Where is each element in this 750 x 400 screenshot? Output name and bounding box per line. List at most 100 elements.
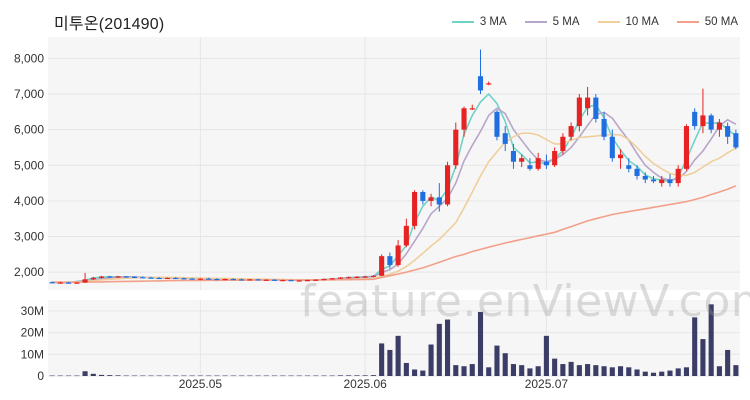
volume-bar <box>692 317 698 376</box>
legend-label: 10 MA <box>625 16 659 28</box>
candle-body <box>288 280 294 282</box>
volume-bar <box>329 375 335 377</box>
candle-body <box>164 277 171 280</box>
candle-body <box>700 115 706 127</box>
volume-bar <box>321 375 327 377</box>
volume-bar <box>617 366 624 376</box>
candle-body <box>107 276 113 278</box>
volume-bar <box>230 375 236 377</box>
watermark: feature.enViewV.com <box>300 276 750 327</box>
candle-body <box>420 192 426 201</box>
volume-bar <box>115 375 121 376</box>
candle-body <box>428 197 434 201</box>
volume-bar <box>461 366 467 376</box>
ma-line-10ma <box>52 132 737 284</box>
volume-bar <box>255 375 261 377</box>
volume-bar <box>659 371 665 376</box>
volume-bar <box>296 375 302 377</box>
candle-body <box>280 280 286 282</box>
legend-swatch <box>676 21 699 23</box>
volume-bar <box>66 375 72 377</box>
candle-body <box>659 179 665 184</box>
volume-bar <box>156 375 162 377</box>
volume-bar <box>98 374 105 376</box>
volume-bar <box>362 375 368 376</box>
volume-bar <box>222 375 228 377</box>
candle-body <box>271 279 278 281</box>
volume-bar <box>197 375 203 377</box>
volume-bar <box>469 364 475 376</box>
candle-body <box>716 122 722 130</box>
price-tick-label: 5,000 <box>14 158 44 172</box>
volume-bar <box>131 375 138 377</box>
volume-bar <box>494 345 500 376</box>
date-tick-label: 2025.07 <box>525 377 569 391</box>
candle-body <box>469 108 475 110</box>
volume-bar <box>189 375 195 377</box>
volume-bar <box>354 375 360 376</box>
candle-body <box>568 126 574 137</box>
candle-body <box>329 278 335 280</box>
candle-body <box>477 76 484 91</box>
volume-bar <box>716 366 722 376</box>
candle-body <box>66 282 72 284</box>
price-tick-label: 8,000 <box>14 51 44 65</box>
volume-bar <box>164 375 171 377</box>
candle-body <box>181 278 187 280</box>
legend-swatch <box>597 21 620 23</box>
candle-body <box>206 278 212 280</box>
candle-body <box>346 277 352 279</box>
volume-bar <box>428 344 434 376</box>
candle-body <box>148 277 154 279</box>
candle-body <box>634 168 640 176</box>
volume-bar <box>527 368 533 376</box>
candle-body <box>354 276 360 279</box>
candle-body <box>510 151 517 162</box>
volume-bar <box>403 362 409 376</box>
candle-body <box>626 165 632 169</box>
volume-bar <box>206 375 212 377</box>
candle-body <box>642 175 648 180</box>
volume-tick-label: 30M <box>21 304 44 318</box>
candle-body <box>214 278 220 281</box>
price-tick-label: 2,000 <box>14 265 44 279</box>
candle-body <box>692 111 698 127</box>
candle-body <box>123 276 129 278</box>
candle-body <box>527 165 533 169</box>
volume-bar <box>626 367 632 376</box>
legend-swatch <box>524 21 547 23</box>
volume-bar <box>271 375 278 377</box>
volume-bar <box>675 368 681 376</box>
candle-body <box>321 278 327 281</box>
volume-bar <box>420 370 426 376</box>
candle-body <box>601 118 607 137</box>
candle-body <box>362 276 368 278</box>
volume-bar <box>313 375 319 377</box>
candle-body <box>461 108 467 130</box>
volume-bar <box>535 366 541 376</box>
candle-body <box>585 97 591 109</box>
volume-bar <box>486 367 492 376</box>
candle-body <box>519 158 525 162</box>
volume-bar <box>57 375 63 377</box>
volume-bar <box>74 375 80 377</box>
volume-tick-label: 10M <box>21 347 44 361</box>
legend: 3 MA 5 MA 10 MA 50 MA <box>451 16 738 28</box>
chart-title: 미투온(201490) <box>54 16 165 33</box>
date-tick-label: 2025.06 <box>343 377 387 391</box>
price-tick-label: 7,000 <box>14 87 44 101</box>
volume-bar <box>683 367 690 376</box>
legend-item-10ma: 10 MA <box>597 16 659 28</box>
candle-body <box>535 158 541 169</box>
candle-body <box>609 136 615 159</box>
candle-body <box>98 276 105 278</box>
volume-bar <box>379 343 385 376</box>
candle-body <box>156 277 162 280</box>
volume-bar <box>395 335 401 376</box>
candle-body <box>543 161 549 166</box>
legend-label: 5 MA <box>552 16 580 28</box>
candle-body <box>49 282 55 284</box>
candle-body <box>239 279 245 281</box>
volume-bar <box>107 375 113 376</box>
